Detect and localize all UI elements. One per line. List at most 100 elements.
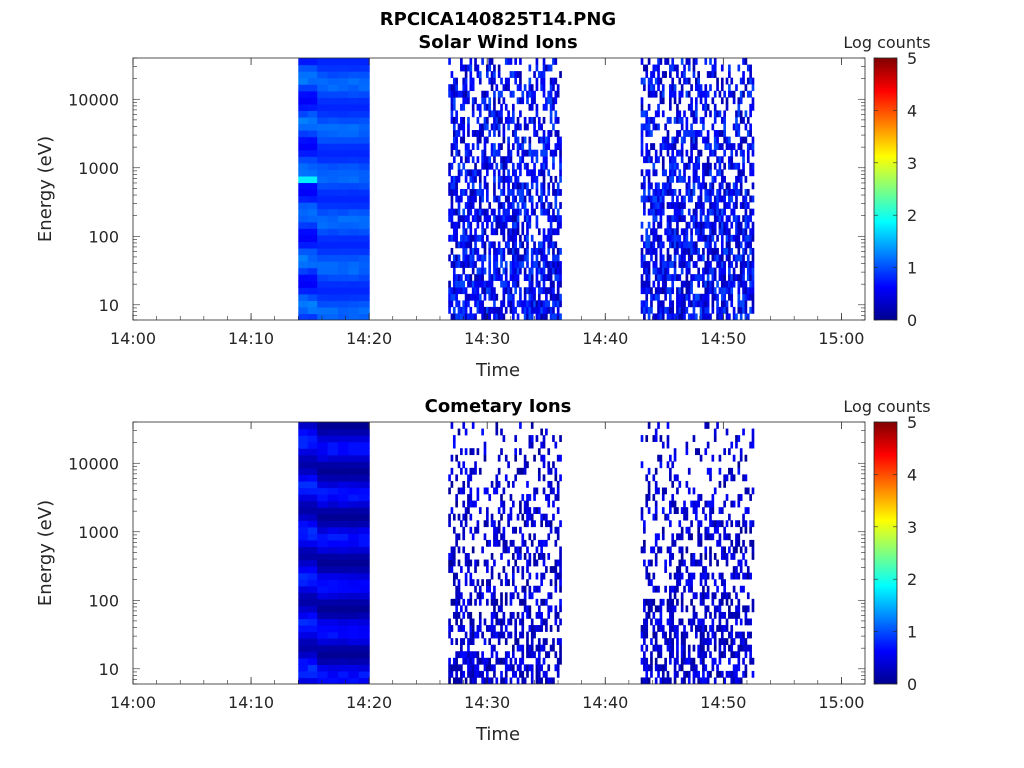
heatmap-cell — [746, 287, 750, 295]
heatmap-cell — [542, 572, 546, 580]
heatmap-cell — [488, 585, 492, 593]
colorbar-tick-label: 2 — [907, 206, 917, 225]
heatmap-cell — [464, 559, 468, 567]
heatmap-cell — [483, 156, 487, 164]
heatmap-cell — [509, 300, 513, 308]
heatmap-cell — [659, 143, 663, 150]
heatmap-cell — [640, 657, 644, 665]
heatmap-cell — [523, 677, 527, 684]
heatmap-cell — [671, 625, 675, 632]
heatmap-cell — [464, 84, 468, 92]
heatmap-cell — [540, 677, 543, 684]
heatmap-cell — [455, 274, 458, 281]
heatmap-cell — [683, 651, 686, 659]
heatmap-cell — [652, 474, 656, 482]
heatmap-cell — [317, 644, 329, 652]
heatmap-cell — [327, 287, 339, 295]
heatmap-cell — [452, 559, 456, 567]
heatmap-cell — [697, 520, 701, 528]
heatmap-cell — [545, 64, 548, 72]
heatmap-cell — [521, 182, 525, 190]
heatmap-cell — [317, 84, 329, 92]
heatmap-cell — [669, 306, 672, 314]
heatmap-cell — [467, 566, 470, 573]
heatmap-cell — [471, 467, 475, 475]
heatmap-cell — [464, 651, 468, 659]
heatmap-cell — [307, 149, 318, 157]
heatmap-cell — [702, 116, 705, 124]
heatmap-cell — [467, 254, 470, 262]
heatmap-cell — [464, 149, 468, 157]
heatmap-cell — [455, 539, 458, 547]
heatmap-cell — [483, 657, 487, 665]
heatmap-cell — [327, 313, 339, 320]
heatmap-cell — [751, 261, 755, 268]
heatmap-cell — [735, 631, 738, 639]
heatmap-cell — [549, 234, 553, 242]
heatmap-cell — [476, 631, 480, 639]
heatmap-cell — [549, 130, 553, 137]
heatmap-cell — [739, 110, 743, 118]
heatmap-cell — [495, 195, 499, 203]
heatmap-cell — [327, 428, 339, 436]
heatmap-cell — [462, 254, 466, 262]
heatmap-cell — [687, 670, 691, 678]
heatmap-cell — [507, 618, 510, 626]
heatmap-cell — [702, 274, 705, 281]
heatmap-cell — [298, 677, 309, 684]
heatmap-cell — [514, 631, 518, 639]
heatmap-cell — [521, 572, 525, 580]
heatmap-cell — [549, 221, 553, 229]
heatmap-cell — [702, 175, 705, 183]
heatmap-cell — [725, 103, 729, 111]
heatmap-cell — [706, 156, 710, 164]
heatmap-cell — [327, 539, 339, 548]
heatmap-cell — [657, 189, 660, 196]
heatmap-cell — [464, 175, 468, 183]
heatmap-cell — [676, 293, 679, 301]
heatmap-cell — [704, 267, 708, 275]
heatmap-cell — [327, 103, 339, 111]
heatmap-cell — [725, 234, 729, 242]
heatmap-cell — [737, 64, 741, 72]
heatmap-cell — [476, 287, 480, 295]
heatmap-cell — [317, 454, 329, 462]
heatmap-cell — [455, 287, 458, 295]
heatmap-cell — [728, 261, 731, 268]
heatmap-cell — [732, 234, 736, 242]
heatmap-cell — [554, 539, 558, 547]
heatmap-cell — [327, 651, 339, 659]
heatmap-cell — [725, 494, 729, 501]
heatmap-cell — [678, 254, 682, 262]
heatmap-cell — [348, 585, 360, 593]
heatmap-cell — [751, 97, 755, 105]
heatmap-cell — [523, 182, 527, 190]
heatmap-cell — [530, 539, 534, 547]
heatmap-cell — [723, 585, 726, 593]
heatmap-cell — [692, 189, 696, 196]
heatmap-cell — [676, 221, 679, 229]
heatmap-cell — [643, 110, 646, 118]
heatmap-cell — [490, 618, 494, 626]
heatmap-cell — [521, 598, 525, 606]
heatmap-cell — [348, 247, 360, 256]
heatmap-cell — [739, 677, 743, 684]
heatmap-cell — [509, 618, 513, 626]
heatmap-cell — [751, 487, 755, 495]
heatmap-cell — [730, 572, 734, 580]
heatmap-cell — [692, 116, 696, 124]
heatmap-cell — [654, 208, 658, 216]
heatmap-cell — [452, 579, 456, 587]
heatmap-cell — [307, 500, 318, 508]
heatmap-cell — [728, 513, 731, 521]
heatmap-cell — [669, 454, 672, 462]
heatmap-cell — [685, 149, 689, 157]
heatmap-cell — [725, 254, 729, 262]
heatmap-cell — [497, 149, 501, 157]
heatmap-cell — [528, 592, 532, 600]
heatmap-cell — [450, 195, 454, 203]
heatmap-cell — [317, 156, 329, 164]
heatmap-cell — [516, 300, 520, 308]
heatmap-cell — [523, 215, 527, 223]
heatmap-cell — [493, 644, 496, 652]
